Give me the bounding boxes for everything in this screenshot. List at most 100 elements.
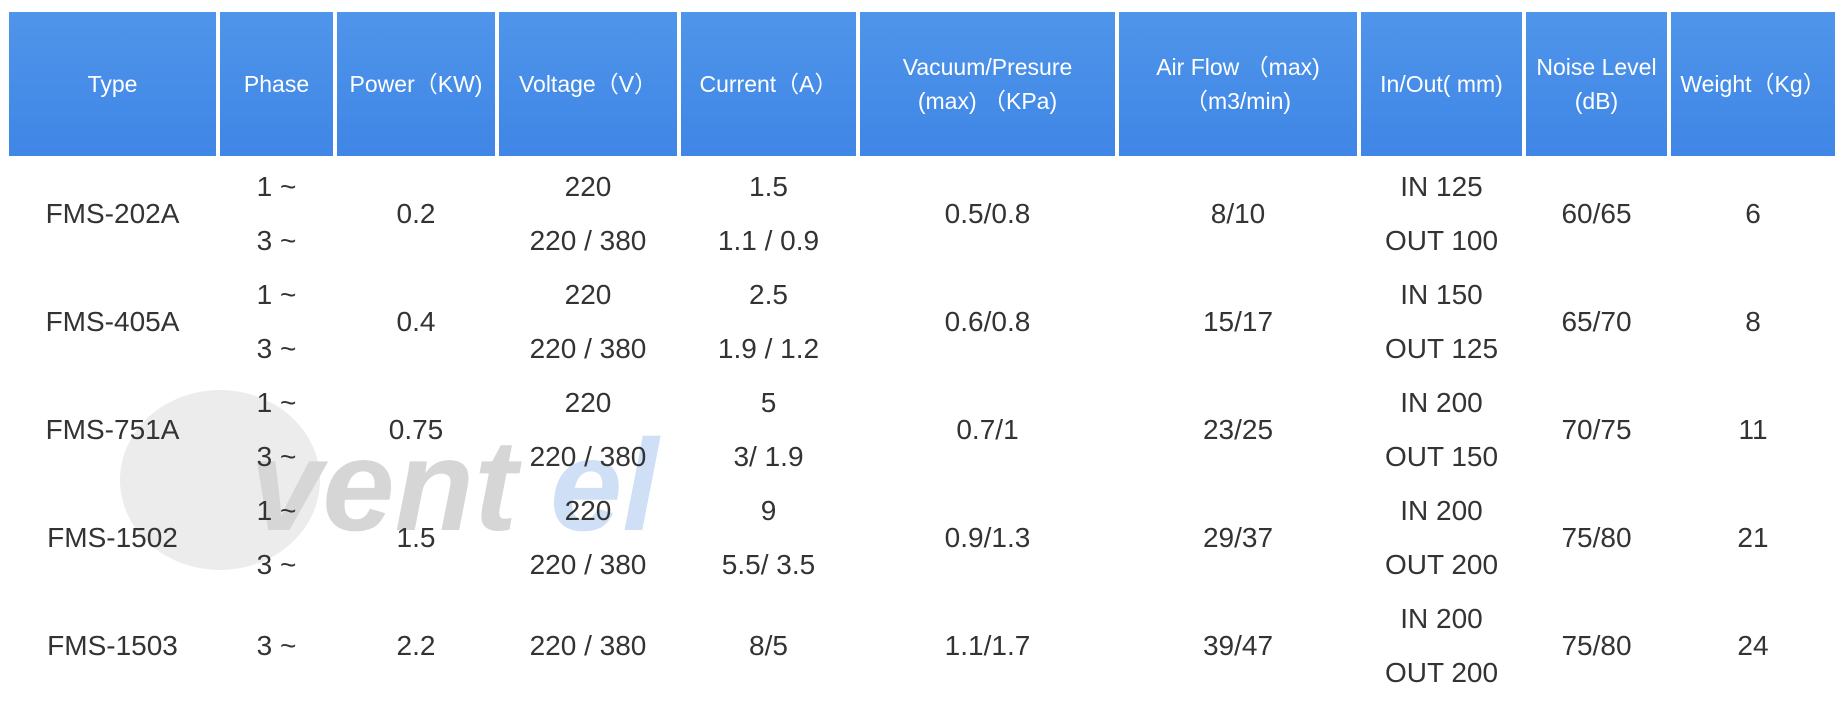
table-cell: 0.9/1.3 <box>860 484 1115 592</box>
header-cell: Phase <box>220 12 333 156</box>
cell-text: IN 200 <box>1400 603 1483 634</box>
cell-text: 220 <box>564 495 612 526</box>
header-cell: Current（A） <box>681 12 856 156</box>
cell-text: 21 <box>1737 522 1769 553</box>
cell-text: 8/10 <box>1210 198 1266 229</box>
cell-text: 29/37 <box>1202 522 1274 553</box>
fan-icon <box>120 390 320 570</box>
table-cell: 23/25 <box>1119 376 1357 484</box>
cell-text: 5.5/ 3.5 <box>721 549 816 580</box>
cell-text: 220 / 380 <box>529 225 647 256</box>
cell-text: 1.1 / 0.9 <box>717 225 820 256</box>
watermark: vent el <box>120 390 661 570</box>
cell-text: 39/47 <box>1202 630 1274 661</box>
table-cell: 1 ~ 3 ~ <box>220 376 333 484</box>
table-cell: IN 200 OUT 200 <box>1361 484 1522 592</box>
cell-text: 1.9 / 1.2 <box>717 333 820 364</box>
cell-text: 3 ~ <box>256 549 297 580</box>
table-cell: 220 / 380 <box>499 592 677 700</box>
cell-text: 220 <box>564 387 612 418</box>
cell-text: 1.5 <box>749 171 788 202</box>
cell-text: 75/80 <box>1561 630 1632 661</box>
cell-text: 3/ 1.9 <box>733 441 804 472</box>
cell-text: 1.5 <box>396 522 436 553</box>
cell-text: Vacuum/Presure <box>902 54 1073 80</box>
header-cell: Power（KW) <box>337 12 495 156</box>
cell-text: 220 / 380 <box>529 549 647 580</box>
cell-text: OUT 200 <box>1384 549 1499 580</box>
cell-text: 5 <box>760 387 777 418</box>
cell-text: 60/65 <box>1561 198 1632 229</box>
header-cell: Vacuum/Presure (max) （KPa) <box>860 12 1115 156</box>
table-cell: 8 <box>1671 268 1835 376</box>
table-cell: 24 <box>1671 592 1835 700</box>
cell-text: 11 <box>1738 414 1768 445</box>
cell-text: 0.4 <box>396 306 436 337</box>
header-cell: Air Flow （max) （m3/min) <box>1119 12 1357 156</box>
cell-text: 8 <box>1745 306 1761 337</box>
table-cell: IN 200 OUT 150 <box>1361 376 1522 484</box>
table-cell: 1 ~ 3 ~ <box>220 268 333 376</box>
header-cell: Noise Level (dB) <box>1526 12 1667 156</box>
cell-text: IN 125 <box>1400 171 1483 202</box>
table-cell: 1.1/1.7 <box>860 592 1115 700</box>
table-cell: 1 ~ 3 ~ <box>220 160 333 268</box>
table-cell: 60/65 <box>1526 160 1667 268</box>
cell-text: 0.75 <box>388 414 444 445</box>
cell-text: 23/25 <box>1202 414 1274 445</box>
cell-text: 8/5 <box>749 630 788 661</box>
cell-text: 9 <box>760 495 777 526</box>
cell-text: 0.7/1 <box>956 414 1019 445</box>
cell-text: 6 <box>1745 198 1761 229</box>
cell-text: FMS-405A <box>45 306 180 337</box>
cell-text: OUT 125 <box>1384 333 1499 364</box>
table-cell: 75/80 <box>1526 592 1667 700</box>
table-cell: IN 125 OUT 100 <box>1361 160 1522 268</box>
cell-text: 3 ~ <box>256 441 297 472</box>
cell-text: FMS-1503 <box>47 630 178 661</box>
cell-text: 1.1/1.7 <box>944 630 1031 661</box>
table-cell: 2.5 1.9 / 1.2 <box>681 268 856 376</box>
table-cell: 0.7/1 <box>860 376 1115 484</box>
table-cell: 3 ~ <box>220 592 333 700</box>
cell-text: 220 <box>564 171 612 202</box>
table-cell: FMS-202A <box>9 160 216 268</box>
cell-text: IN 150 <box>1400 279 1483 310</box>
cell-text: Power（KW) <box>349 71 483 97</box>
table-cell: 220 220 / 380 <box>499 268 677 376</box>
table-cell: 15/17 <box>1119 268 1357 376</box>
table-cell: 0.6/0.8 <box>860 268 1115 376</box>
cell-text: 2.2 <box>396 630 436 661</box>
table-cell: 0.5/0.8 <box>860 160 1115 268</box>
table-cell: 6 <box>1671 160 1835 268</box>
table-cell: 39/47 <box>1119 592 1357 700</box>
cell-text: 1 ~ <box>256 279 297 310</box>
table-cell: IN 200 OUT 200 <box>1361 592 1522 700</box>
table-cell: 1.5 1.1 / 0.9 <box>681 160 856 268</box>
cell-text: 15/17 <box>1202 306 1274 337</box>
cell-text: (max) （KPa) <box>917 88 1058 114</box>
cell-text: IN 200 <box>1400 387 1483 418</box>
cell-text: 70/75 <box>1561 414 1632 445</box>
cell-text: Weight（Kg） <box>1680 71 1826 97</box>
table-cell: FMS-405A <box>9 268 216 376</box>
table-cell: 11 <box>1671 376 1835 484</box>
table-cell: FMS-1503 <box>9 592 216 700</box>
cell-text: OUT 100 <box>1384 225 1499 256</box>
table-cell: 8/5 <box>681 592 856 700</box>
header-cell: Type <box>9 12 216 156</box>
table-cell: 220 220 / 380 <box>499 484 677 592</box>
cell-text: FMS-202A <box>45 198 180 229</box>
table-cell: 75/80 <box>1526 484 1667 592</box>
table-cell: FMS-751A <box>9 376 216 484</box>
header-cell: Voltage（V） <box>499 12 677 156</box>
cell-text: (dB) <box>1574 88 1619 114</box>
cell-text: 3 ~ <box>256 333 297 364</box>
cell-text: FMS-751A <box>45 414 180 445</box>
cell-text: IN 200 <box>1400 495 1483 526</box>
table-cell: 220 220 / 380 <box>499 160 677 268</box>
cell-text: 220 / 380 <box>529 441 647 472</box>
table-cell: 9 5.5/ 3.5 <box>681 484 856 592</box>
watermark-light: el <box>550 412 661 558</box>
